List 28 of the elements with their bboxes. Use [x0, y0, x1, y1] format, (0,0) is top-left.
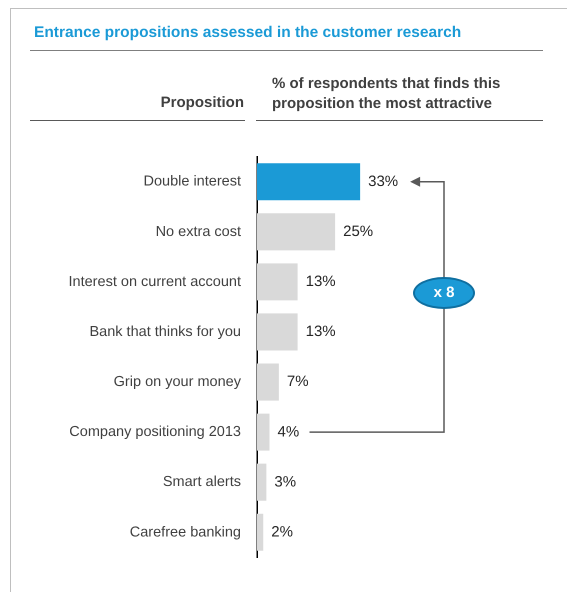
x-axis-title: % of respondents that finds this proposition the most attractive: [272, 74, 502, 114]
bar: [257, 313, 298, 350]
y-axis-title: Proposition: [160, 94, 244, 111]
bar: [257, 213, 336, 250]
bar: [257, 163, 360, 200]
chart-title: Entrance propositions assessed in the customer research: [34, 24, 462, 42]
data-label: 25%: [343, 222, 374, 240]
bar: [257, 464, 266, 501]
y-tick-label: Grip on your money: [114, 374, 242, 390]
y-tick-label: No extra cost: [156, 224, 241, 240]
data-label: 3%: [274, 473, 296, 490]
y-tick-label: Carefree banking: [130, 524, 241, 540]
data-label: 33%: [368, 172, 398, 190]
data-label: 4%: [278, 423, 300, 440]
y-tick-label: Smart alerts: [162, 474, 241, 490]
data-label: 7%: [286, 373, 309, 390]
data-label: 13%: [306, 273, 336, 290]
bar: [257, 514, 264, 551]
bar: [257, 263, 298, 300]
data-label: 13%: [306, 323, 336, 340]
bar: [257, 414, 270, 451]
bar: [257, 364, 279, 401]
data-label: 2%: [271, 523, 293, 540]
text: x 8: [413, 276, 475, 309]
y-tick-label: Company positioning 2013: [69, 424, 241, 440]
y-tick-label: Bank that thinks for you: [89, 324, 241, 340]
y-tick-label: Interest on current account: [68, 274, 241, 290]
y-tick-label: Double interest: [143, 174, 241, 190]
